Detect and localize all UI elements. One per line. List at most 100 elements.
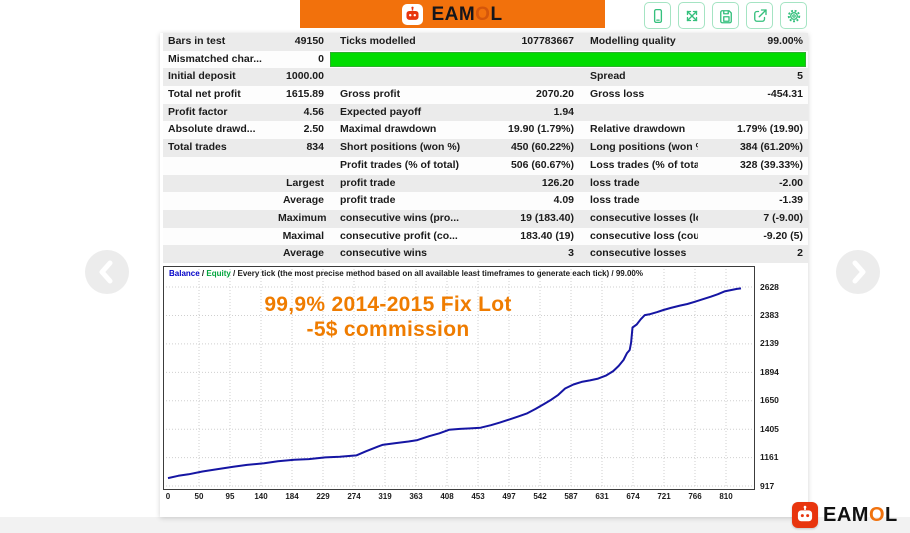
stat-label: profit trade [340, 194, 396, 207]
stat-label: Total trades [168, 141, 227, 154]
y-axis-tick-label: 2139 [760, 338, 779, 349]
stat-value: 506 (60.67%) [510, 158, 574, 171]
table-row: Total trades 834 Short positions (won %) 45… [163, 139, 808, 157]
stat-label: consecutive losses [590, 247, 687, 260]
stat-label: consecutive loss (cou... [590, 229, 698, 242]
toolbar [644, 2, 807, 29]
table-row: Profit trades (% of total) 506 (60.67%) Lo… [163, 156, 808, 175]
y-axis-tick-label: 2383 [760, 309, 779, 320]
y-axis-tick-label: 917 [760, 480, 775, 491]
x-axis-tick-label: 721 [657, 492, 671, 501]
next-arrow-button[interactable] [836, 250, 880, 294]
stat-label: Ticks modelled [340, 35, 416, 47]
equity-curve-chart [163, 266, 755, 490]
stat-label: consecutive wins [340, 247, 427, 260]
stat-label: Loss trades (% of total) [590, 158, 698, 171]
stat-value: 126.20 [541, 176, 574, 189]
chart-header: Balance / Equity / Every tick (the most … [169, 269, 643, 278]
y-axis-tick-label: 1650 [760, 395, 779, 406]
stat-label: Profit trades (% of total) [340, 158, 460, 171]
stat-label: consecutive profit (co... [340, 229, 458, 242]
chart-annotation: 99,9% 2014-2015 Fix Lot -5$ commission [173, 292, 603, 342]
stat-value: 2.50 [303, 123, 324, 136]
robot-logo-icon [402, 3, 424, 25]
share-button[interactable] [746, 2, 773, 29]
robot-logo-icon [792, 502, 818, 528]
stat-label: Mismatched char... [168, 52, 262, 65]
stat-value: 183.40 (19) [520, 229, 574, 242]
table-row: Mismatched char... 0 [163, 50, 808, 69]
stat-value: 2 [797, 247, 803, 260]
chevron-left-icon [99, 260, 113, 284]
x-axis-tick-label: 542 [533, 492, 547, 501]
y-axis-tick-label: 2628 [760, 281, 779, 292]
x-axis-tick-label: 810 [719, 492, 733, 501]
stat-value: 4.09 [553, 194, 574, 207]
x-axis-tick-label: 766 [688, 492, 702, 501]
stat-value: 384 (61.20%) [739, 141, 803, 154]
stats-table: Bars in test 49150 Ticks modelled 107783667… [163, 33, 808, 263]
brand-banner: EAMOL [300, 0, 605, 28]
settings-gear-button[interactable] [780, 2, 807, 29]
save-button[interactable] [712, 2, 739, 29]
stat-value: 1000.00 [286, 70, 324, 83]
stat-label: Initial deposit [168, 70, 236, 83]
page-bottom-strip [0, 517, 910, 533]
stat-value: 450 (60.22%) [510, 141, 574, 154]
x-axis-tick-label: 631 [595, 492, 609, 501]
stat-value: 834 [306, 141, 324, 154]
x-axis-tick-label: 453 [471, 492, 485, 501]
stat-value: 1615.89 [286, 88, 324, 101]
stat-label: Profit factor [168, 105, 228, 118]
stat-value: 1.79% (19.90) [737, 123, 803, 136]
stat-value: 0 [318, 52, 324, 65]
stat-value: -454.31 [767, 88, 803, 101]
table-row: Initial deposit 1000.00 Spread 5 [163, 68, 808, 87]
x-axis-tick-label: 363 [409, 492, 423, 501]
stat-value: 2070.20 [536, 88, 574, 101]
prev-arrow-button[interactable] [85, 250, 129, 294]
annotation-line-2: -5$ commission [306, 318, 470, 341]
brand-wordmark: EAMOL [823, 504, 898, 526]
stat-value: -1.39 [779, 194, 803, 207]
x-axis-tick-label: 229 [316, 492, 330, 501]
stat-label: consecutive losses (lo... [590, 211, 698, 224]
stat-label: Spread [590, 70, 626, 83]
table-row: Maximum consecutive wins (pro... 19 (183.4… [163, 209, 808, 228]
stat-value: 99.00% [767, 35, 803, 47]
table-row: Maximal consecutive profit (co... 183.40 (… [163, 227, 808, 246]
x-axis-tick-label: 140 [254, 492, 268, 501]
x-axis-labels: 0 50 95 140 184 229 274 319 363 408 453 497 542 587 63… [163, 492, 763, 504]
brand-wordmark: EAMOL [431, 3, 503, 25]
stat-value: 4.56 [303, 105, 324, 118]
stat-value: Average [282, 247, 324, 260]
stat-value: Largest [286, 176, 324, 189]
y-axis-tick-label: 1405 [760, 423, 779, 434]
expand-button[interactable] [678, 2, 705, 29]
y-axis-labels: 2628 2383 2139 1894 1650 1405 1161 917 [760, 266, 805, 491]
stat-label: Gross loss [590, 88, 645, 101]
stat-value: 328 (39.33%) [739, 158, 803, 171]
table-row: Average profit trade 4.09 loss trade -1.39 [163, 192, 808, 210]
stat-value: 19.90 (1.79%) [508, 123, 574, 136]
table-row: Absolute drawd... 2.50 Maximal drawdown 19.… [163, 121, 808, 140]
stat-value: 5 [797, 70, 803, 83]
x-axis-tick-label: 184 [285, 492, 299, 501]
x-axis-tick-label: 674 [626, 492, 640, 501]
modelling-quality-bar [330, 52, 806, 68]
mobile-button[interactable] [644, 2, 671, 29]
stat-label: profit trade [340, 176, 396, 189]
x-axis-tick-label: 587 [564, 492, 578, 501]
stat-label: Total net profit [168, 88, 241, 101]
balance-line [167, 287, 742, 480]
stat-label: loss trade [590, 176, 640, 189]
chevron-right-icon [852, 260, 866, 284]
stat-label: Absolute drawd... [168, 123, 256, 136]
stat-value: 1.94 [553, 105, 574, 118]
x-axis-tick-label: 50 [194, 492, 204, 501]
chart-method-text: / Every tick (the most precise method ba… [230, 269, 643, 278]
table-row: Profit factor 4.56 Expected payoff 1.94 [163, 103, 808, 122]
stat-label: Relative drawdown [590, 123, 686, 136]
x-axis-tick-label: 497 [502, 492, 516, 501]
